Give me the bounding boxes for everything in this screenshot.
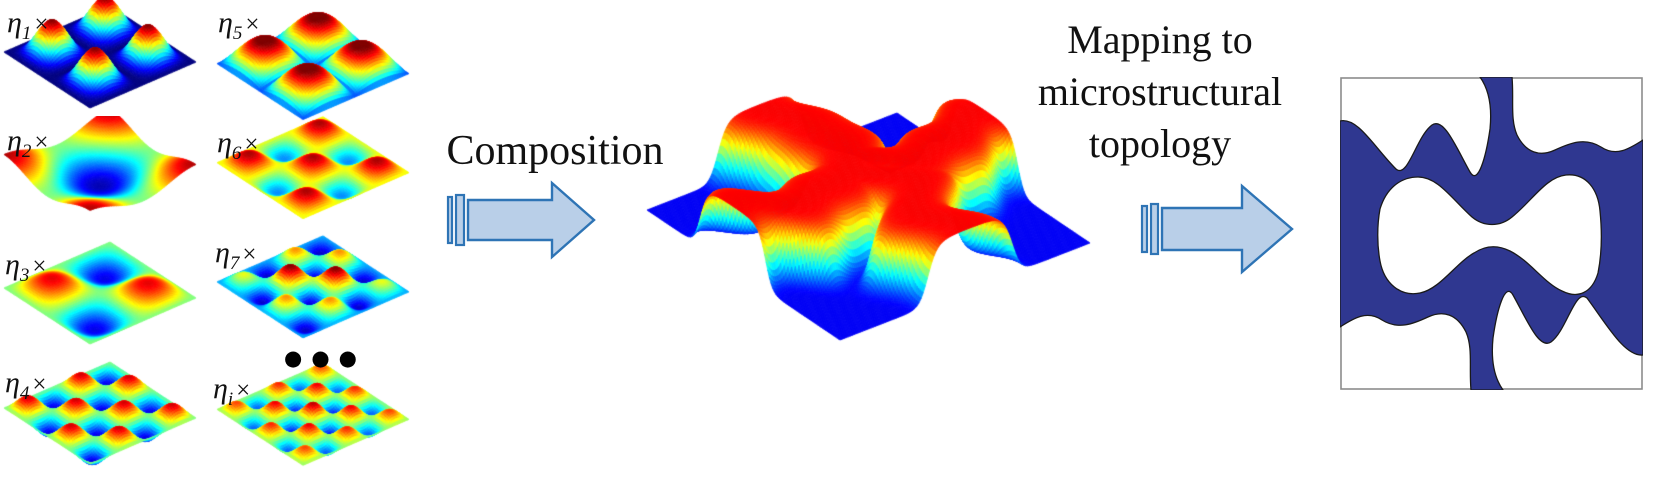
eta-label-i: ηi × xyxy=(213,372,251,410)
ellipsis-dots: ●●● xyxy=(284,346,366,370)
multiply-sign: × xyxy=(32,371,47,398)
arrow-stripe xyxy=(446,195,454,245)
multiply-sign: × xyxy=(34,129,49,156)
eta-surface-i xyxy=(213,358,425,490)
eta-label-6: η6 × xyxy=(217,126,259,164)
eta-symbol: η xyxy=(218,6,233,39)
eta-panel-i: ηi × xyxy=(213,358,425,490)
microstructure-cell xyxy=(1340,77,1643,390)
mapping-label-line: topology xyxy=(1088,121,1232,166)
eta-panel-7: η7 × xyxy=(213,224,425,376)
eta-subscript: 6 xyxy=(231,143,242,164)
arrow-body xyxy=(1160,183,1294,275)
arrow-stripe xyxy=(1149,202,1160,256)
arrow-body xyxy=(466,180,596,260)
multiply-sign: × xyxy=(236,377,251,404)
eta-symbol: η xyxy=(5,248,20,281)
eta-subscript: i xyxy=(227,389,234,410)
eta-symbol: η xyxy=(5,366,20,399)
eta-label-4: η4 × xyxy=(5,366,47,404)
eta-surface-4 xyxy=(0,356,212,490)
eta-subscript: 4 xyxy=(19,383,30,404)
eta-label-1: η1 × xyxy=(7,6,49,44)
composed-surface xyxy=(615,85,1100,370)
eta-symbol: η xyxy=(213,372,228,405)
multiply-sign: × xyxy=(32,253,47,280)
eta-surface-7 xyxy=(213,224,425,376)
eta-label-3: η3 × xyxy=(5,248,47,286)
eta-panel-4: η4 × xyxy=(0,356,212,490)
eta-label-2: η2 × xyxy=(7,124,49,162)
multiply-sign: × xyxy=(244,131,259,158)
eta-symbol: η xyxy=(7,124,22,157)
mapping-striped-arrow-icon xyxy=(1140,183,1294,275)
arrow-stripe xyxy=(454,193,466,247)
eta-subscript: 5 xyxy=(232,23,243,44)
eta-subscript: 3 xyxy=(19,265,30,286)
microstructure-solid xyxy=(1340,77,1643,390)
arrow-stripe xyxy=(1140,204,1149,254)
mapping-label-line: microstructural xyxy=(1037,69,1283,114)
eta-symbol: η xyxy=(217,126,232,159)
eta-symbol: η xyxy=(215,236,230,269)
eta-subscript: 2 xyxy=(21,141,32,162)
multiply-sign: × xyxy=(242,241,257,268)
multiply-sign: × xyxy=(34,11,49,38)
eta-subscript: 7 xyxy=(229,253,240,274)
eta-label-7: η7 × xyxy=(215,236,257,274)
eta-subscript: 1 xyxy=(21,23,32,44)
mapping-label-line: Mapping to xyxy=(1067,17,1253,62)
mapping-label: Mapping to microstructural topology xyxy=(1002,14,1318,170)
multiply-sign: × xyxy=(245,11,260,38)
eta-symbol: η xyxy=(7,6,22,39)
composition-striped-arrow-icon xyxy=(446,180,596,260)
eta-label-5: η5 × xyxy=(218,6,260,44)
